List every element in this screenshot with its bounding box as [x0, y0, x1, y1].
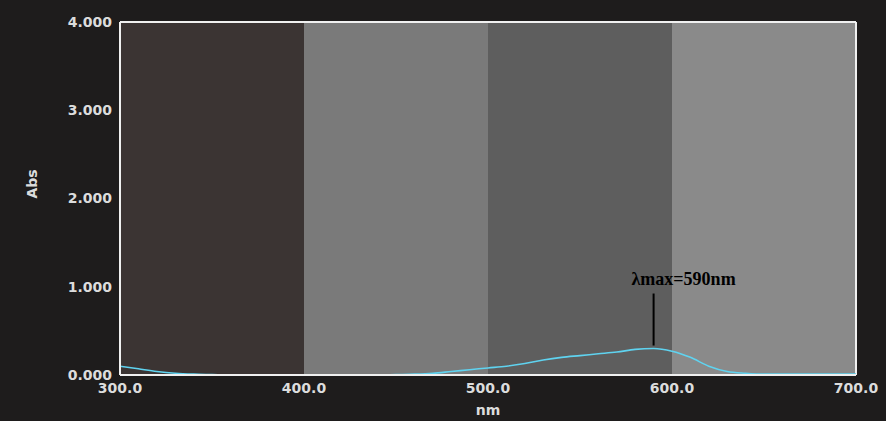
svg-text:700.0: 700.0 — [834, 380, 879, 396]
svg-text:300.0: 300.0 — [97, 379, 143, 396]
svg-text:0.000: 0.000 — [68, 367, 113, 383]
svg-text:500.0: 500.0 — [466, 380, 511, 396]
svg-text:3.000: 3.000 — [68, 102, 113, 118]
svg-text:Abs: Abs — [24, 169, 40, 198]
svg-text:600.0: 600.0 — [650, 380, 695, 396]
svg-text:λmax=590nm: λmax=590nm — [632, 269, 736, 289]
svg-text:nm: nm — [476, 402, 501, 418]
svg-text:1.000: 1.000 — [68, 279, 113, 295]
svg-text:4.000: 4.000 — [68, 14, 113, 30]
svg-text:2.000: 2.000 — [68, 190, 113, 206]
svg-text:400.0: 400.0 — [282, 380, 327, 396]
